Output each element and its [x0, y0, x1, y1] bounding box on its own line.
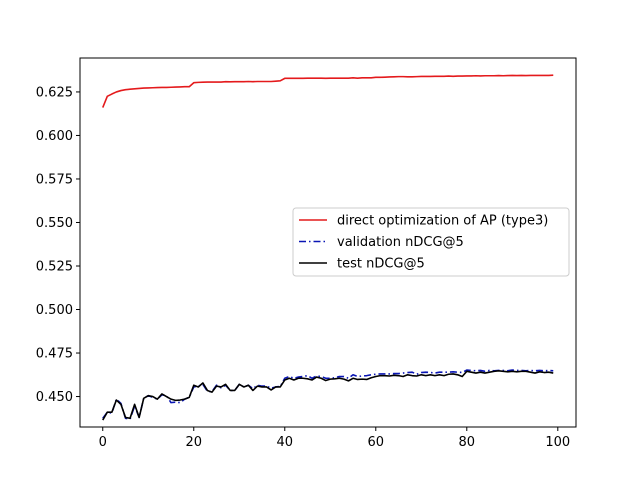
legend-label-1: validation nDCG@5	[337, 235, 464, 250]
y-tick-label: 0.525	[36, 259, 73, 274]
x-tick-label: 80	[459, 435, 476, 450]
series-line-0	[102, 74, 554, 108]
y-tick-label: 0.450	[36, 390, 73, 405]
y-tick-label: 0.475	[36, 347, 73, 362]
x-tick-label: 60	[368, 435, 385, 450]
x-tick-label: 40	[276, 435, 293, 450]
legend: direct optimization of AP (type3) validat…	[292, 207, 570, 277]
y-tick-label: 0.600	[36, 129, 73, 144]
series-layer	[102, 74, 554, 421]
legend-label-2: test nDCG@5	[337, 257, 425, 272]
y-tick-label: 0.575	[36, 172, 73, 187]
legend-box	[292, 207, 570, 277]
x-tick-label: 0	[99, 435, 107, 450]
legend-label-0: direct optimization of AP (type3)	[337, 214, 548, 229]
y-axis: 0.450 0.475 0.500 0.525 0.550 0.575 0.600 0.625	[36, 85, 80, 405]
x-axis: 0 20 40 60 80 100	[99, 427, 570, 450]
y-tick-label: 0.500	[36, 303, 73, 318]
y-tick-label: 0.625	[36, 85, 73, 100]
x-tick-label: 20	[185, 435, 202, 450]
series-line-2	[102, 369, 554, 421]
plot-frame	[79, 57, 577, 428]
x-tick-label: 100	[545, 435, 570, 450]
y-tick-label: 0.550	[36, 216, 73, 231]
series-line-1	[102, 369, 554, 420]
